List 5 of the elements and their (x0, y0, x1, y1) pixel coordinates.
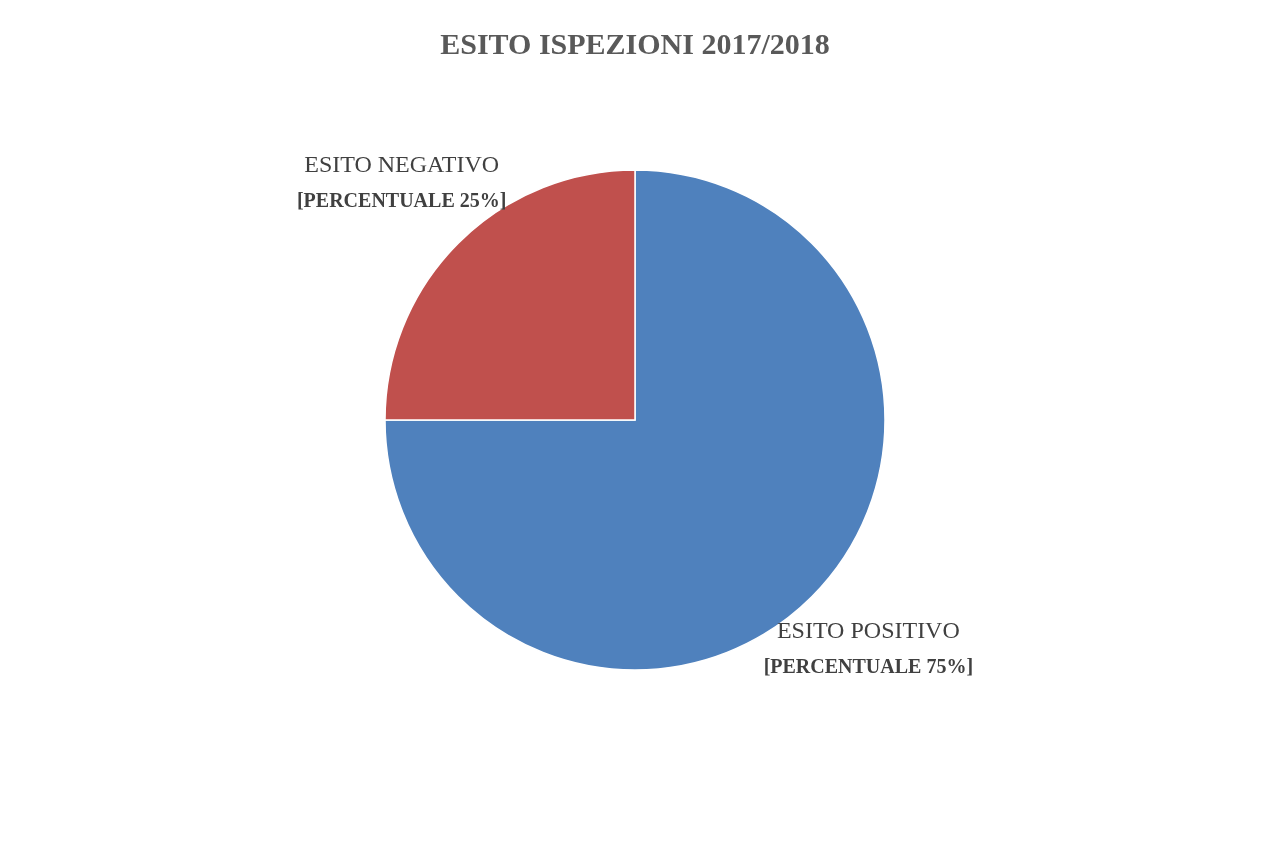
slice-label: ESITO NEGATIVO (304, 150, 500, 177)
data-label: [PERCENTUALE 75%] (763, 655, 974, 678)
slice-label: ESITO POSITIVO (776, 617, 960, 644)
chart-title: ESITO ISPEZIONI 2017/2018 (440, 27, 830, 60)
data-label: [PERCENTUALE 25%] (296, 188, 507, 211)
